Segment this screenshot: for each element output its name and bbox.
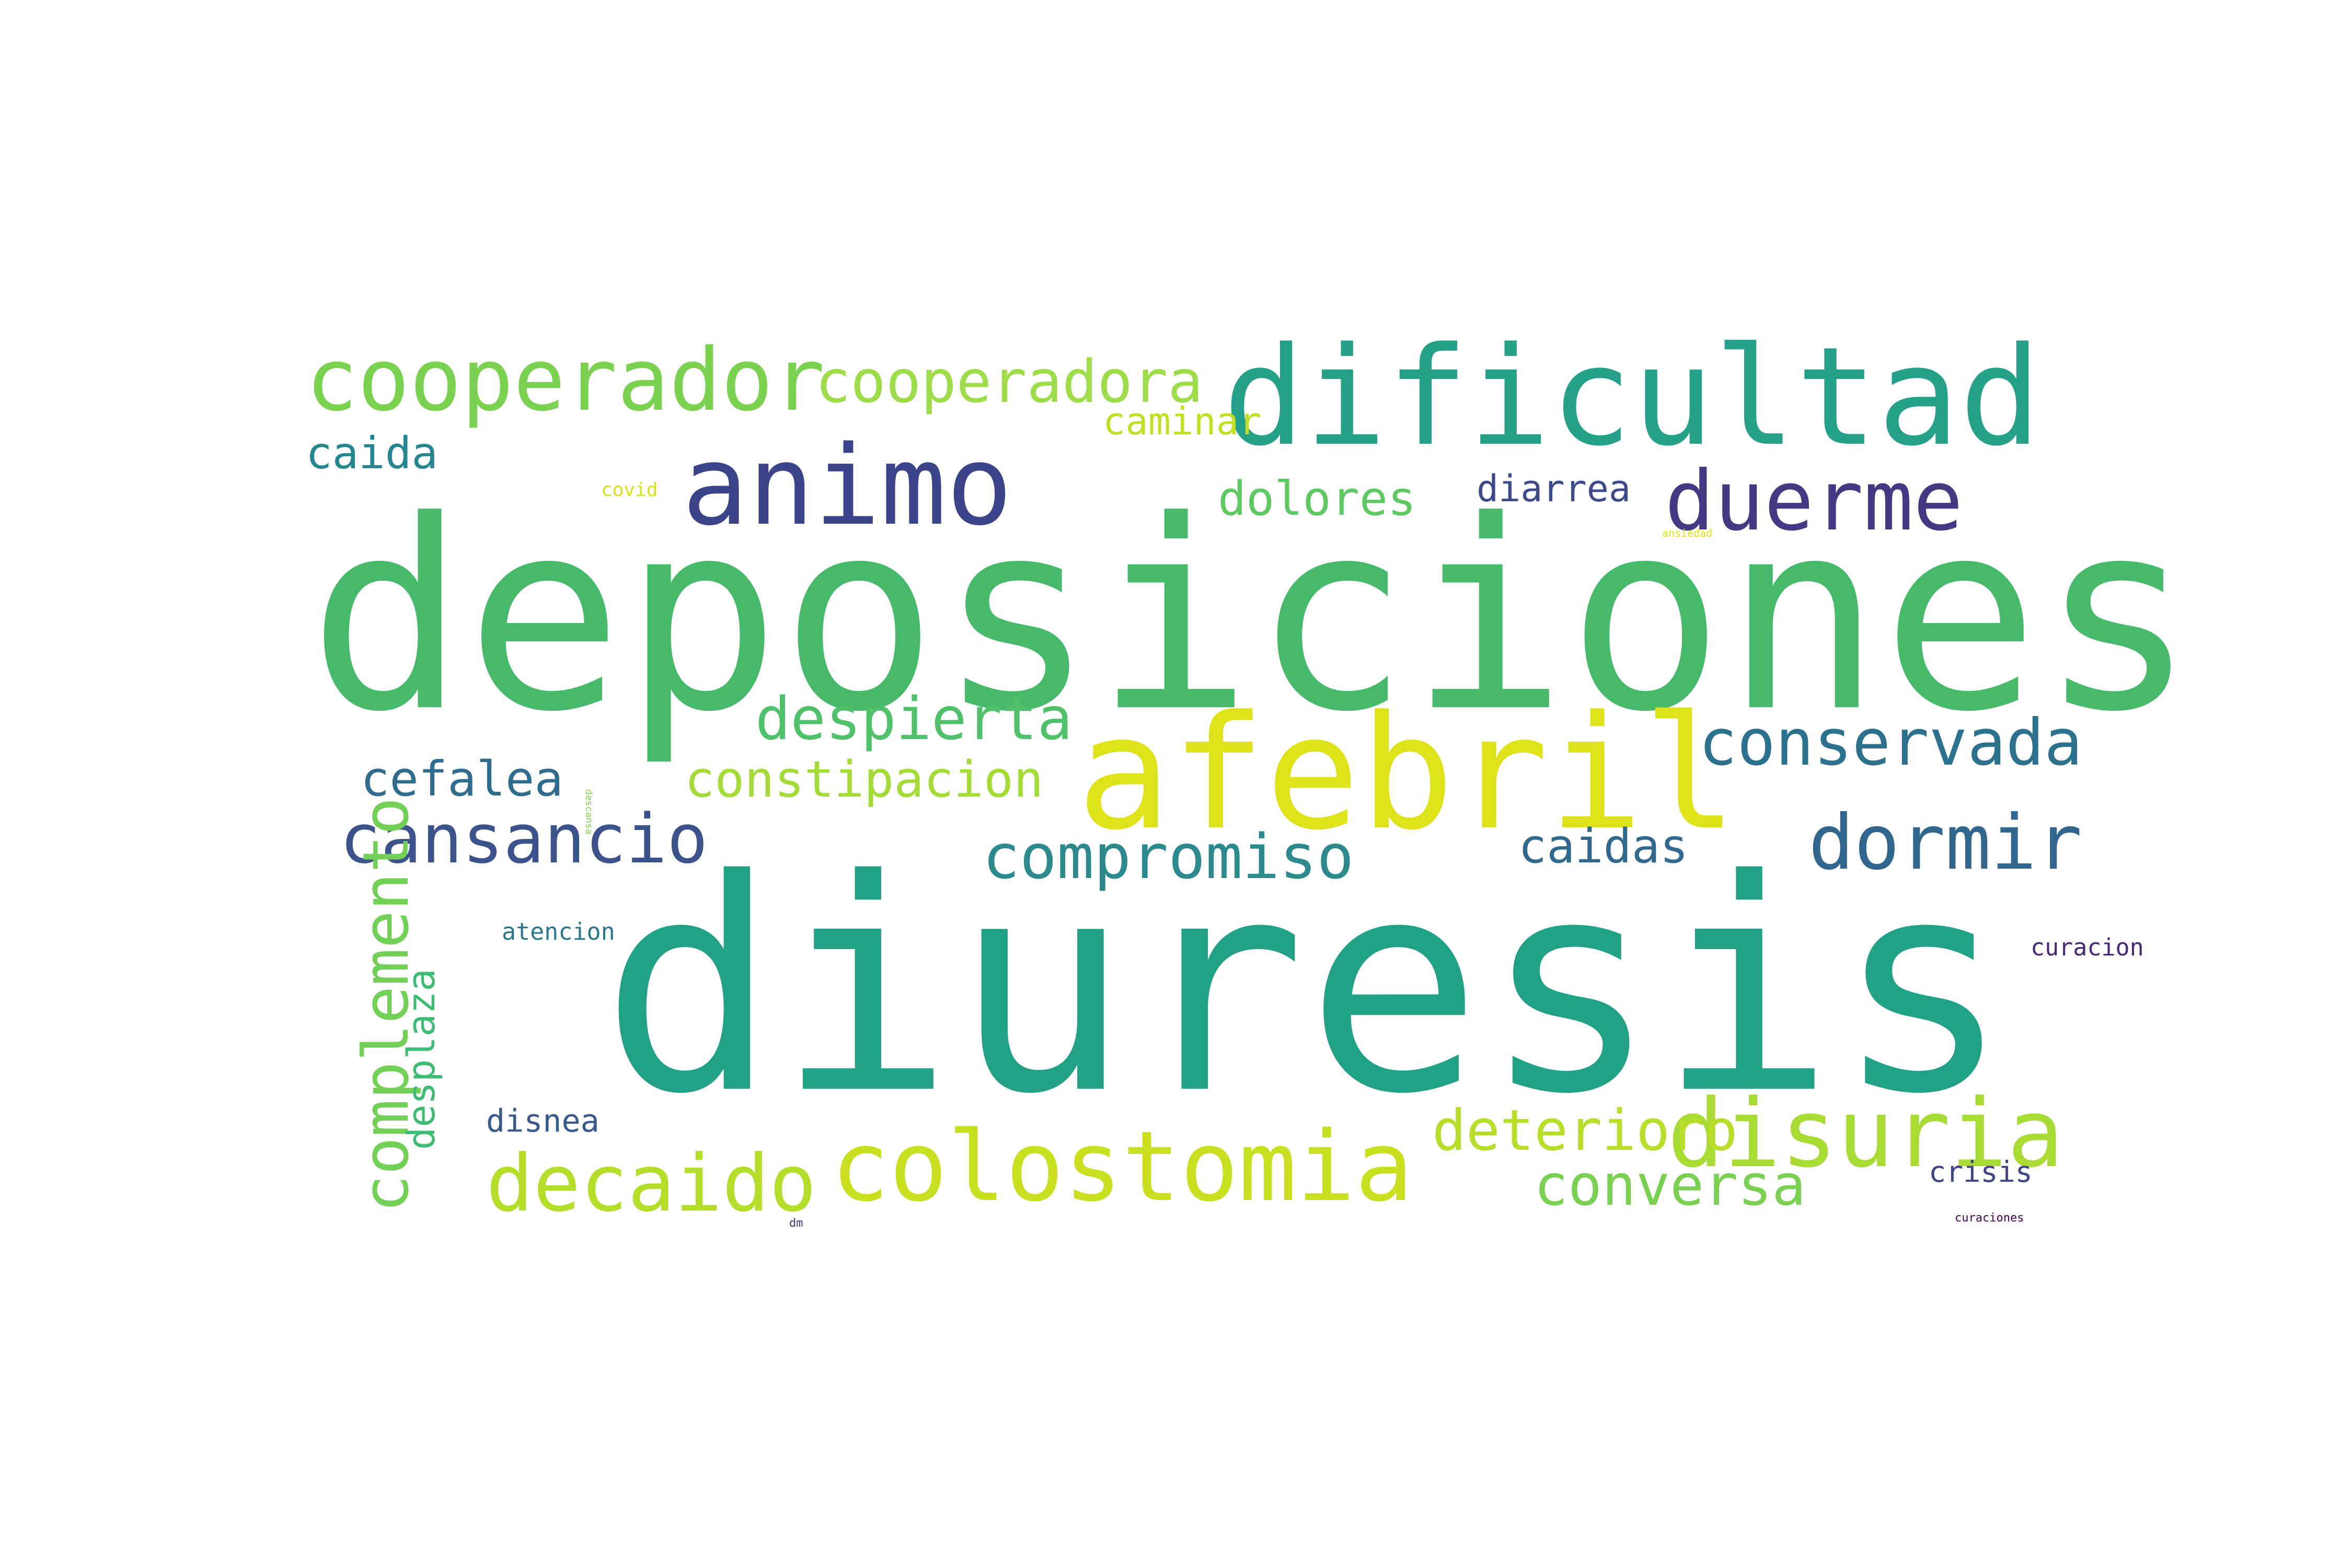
word-curacion: disnea [486, 1103, 599, 1139]
word-cooperadora: cooperadora [815, 348, 1203, 416]
word-despierta: despierta [755, 685, 1073, 753]
word-cefalea: cefalea [361, 751, 563, 807]
word-cansancio: cansancio [340, 799, 708, 879]
word-conservada: conservada [1699, 706, 2083, 780]
word-afebril: afebril [1077, 682, 1738, 864]
word-caminar: caidas [1518, 819, 1689, 874]
word-dm: covid [601, 479, 658, 501]
word-ansiedad: crisis [1929, 1155, 2033, 1189]
word-caida: dolores [1218, 471, 1416, 526]
word-compromiso: compromiso [983, 821, 1354, 893]
word-atencion: diarrea [1477, 467, 1631, 510]
word-conversa: desplaza [399, 969, 443, 1150]
word-colostomia: colostomia [831, 1110, 1413, 1223]
word-descansa: curaciones [1955, 1212, 2024, 1225]
word-disuria: disuria [1667, 1079, 2064, 1189]
word-complemento: descansa [583, 789, 594, 835]
word-diarrea: caminar [1103, 399, 1262, 443]
word-covid: curacion [2031, 933, 2144, 961]
word-crisis: atencion [502, 918, 615, 946]
word-deposiciones: deposiciones [308, 465, 2197, 769]
word-desplaza: dm [789, 1217, 803, 1230]
word-dificultad: dificultad [1223, 318, 2042, 476]
word-constipacion: constipacion [685, 751, 1044, 809]
word-animo: animo [682, 422, 1013, 550]
word-dormir: dormir [1808, 799, 2082, 887]
word-diuresis: diuresis [601, 817, 2011, 1158]
word-curaciones: ansiedad [1662, 527, 1713, 539]
word-duerme: duerme [1665, 453, 1963, 549]
word-decaido: decaido [486, 1138, 817, 1229]
word-cooperador: cooperador [306, 330, 825, 430]
word-dolores: conversa [1534, 1153, 1806, 1218]
word-caidas: deterioro [1432, 1098, 1738, 1163]
word-disnea: caida [306, 428, 438, 479]
